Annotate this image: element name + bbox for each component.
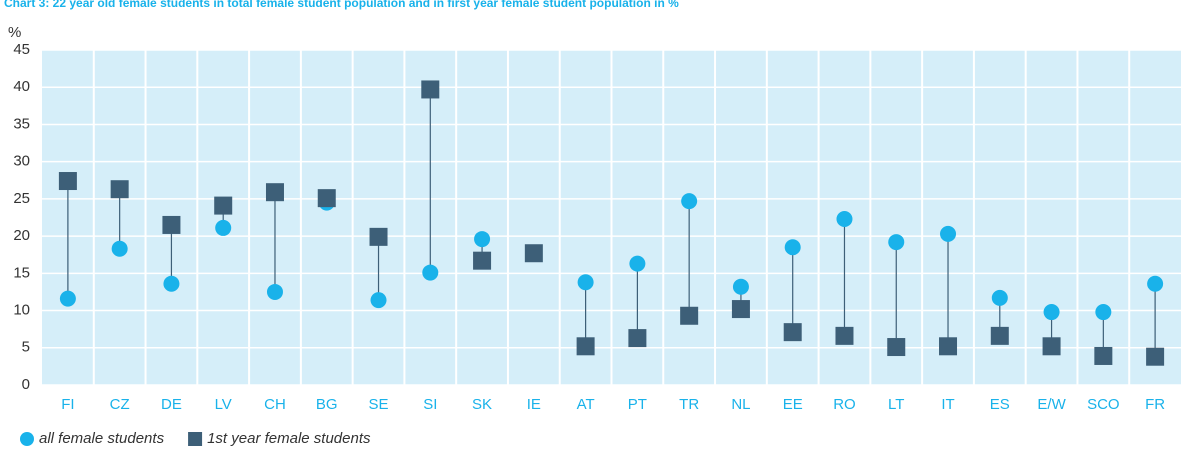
circle-marker <box>991 289 1008 306</box>
square-marker <box>680 306 699 325</box>
x-tick-label: FR <box>1145 396 1165 413</box>
x-tick-label: DE <box>161 396 182 413</box>
square-marker <box>628 329 647 348</box>
circle-marker <box>1043 304 1060 321</box>
x-tick-label: AT <box>577 396 595 413</box>
y-tick-label: 35 <box>13 115 30 132</box>
square-marker <box>162 215 181 234</box>
square-marker <box>58 172 77 191</box>
circle-marker <box>940 225 957 242</box>
circle-marker <box>629 255 646 272</box>
legend-label: all female students <box>39 430 165 447</box>
square-marker <box>1146 347 1165 366</box>
square-marker <box>990 326 1009 345</box>
circle-marker <box>784 239 801 256</box>
y-tick-label: 5 <box>22 339 30 356</box>
circle-marker <box>370 292 387 309</box>
y-tick-label: 40 <box>13 78 30 95</box>
x-tick-label: SI <box>423 396 437 413</box>
legend-marker <box>20 432 34 446</box>
square-marker <box>576 337 595 356</box>
x-tick-label: ES <box>990 396 1010 413</box>
legend-label: 1st year female students <box>207 430 371 447</box>
circle-marker <box>474 231 491 248</box>
square-marker <box>835 326 854 345</box>
x-tick-label: BG <box>316 396 338 413</box>
circle-marker <box>836 210 853 227</box>
circle-marker <box>577 274 594 291</box>
y-tick-label: 20 <box>13 227 30 244</box>
square-marker <box>317 189 336 208</box>
x-tick-label: IE <box>527 396 541 413</box>
y-axis-label: % <box>8 24 21 41</box>
circle-marker <box>888 234 905 251</box>
x-tick-label: E/W <box>1037 396 1066 413</box>
y-tick-label: 45 <box>13 41 30 58</box>
circle-marker <box>59 290 76 307</box>
x-tick-label: EE <box>783 396 803 413</box>
y-tick-label: 30 <box>13 153 30 170</box>
x-tick-label: FI <box>61 396 74 413</box>
circle-marker <box>215 219 232 236</box>
square-marker <box>524 244 543 263</box>
square-marker <box>369 227 388 246</box>
x-tick-label: PT <box>628 396 647 413</box>
circle-marker <box>111 240 128 257</box>
x-tick-label: SCO <box>1087 396 1120 413</box>
x-tick-label: SE <box>369 396 389 413</box>
y-tick-label: 15 <box>13 264 30 281</box>
square-marker <box>110 180 129 199</box>
y-tick-label: 0 <box>22 376 30 393</box>
x-tick-label: IT <box>941 396 954 413</box>
square-marker <box>214 196 233 215</box>
circle-marker <box>163 275 180 292</box>
square-marker <box>265 183 284 202</box>
x-tick-label: LV <box>215 396 232 413</box>
circle-marker <box>681 193 698 210</box>
x-tick-label: LT <box>888 396 904 413</box>
square-marker <box>473 251 492 270</box>
x-tick-label: CH <box>264 396 286 413</box>
square-marker <box>1042 337 1061 356</box>
y-tick-label: 10 <box>13 302 30 319</box>
x-tick-label: SK <box>472 396 492 413</box>
x-tick-label: NL <box>731 396 750 413</box>
square-marker <box>731 300 750 319</box>
y-tick-label: 25 <box>13 190 30 207</box>
chart-title: Chart 3: 22 year old female students in … <box>4 0 679 10</box>
circle-marker <box>1095 304 1112 321</box>
square-marker <box>939 337 958 356</box>
square-marker <box>421 80 440 99</box>
square-marker <box>1094 346 1113 365</box>
circle-marker <box>422 264 439 281</box>
x-tick-label: TR <box>679 396 699 413</box>
square-marker <box>887 338 906 357</box>
circle-marker <box>266 283 283 300</box>
legend-marker <box>188 432 203 446</box>
x-tick-label: RO <box>833 396 856 413</box>
circle-marker <box>732 278 749 295</box>
square-marker <box>783 323 802 342</box>
circle-marker <box>1147 275 1164 292</box>
x-tick-label: CZ <box>110 396 130 413</box>
